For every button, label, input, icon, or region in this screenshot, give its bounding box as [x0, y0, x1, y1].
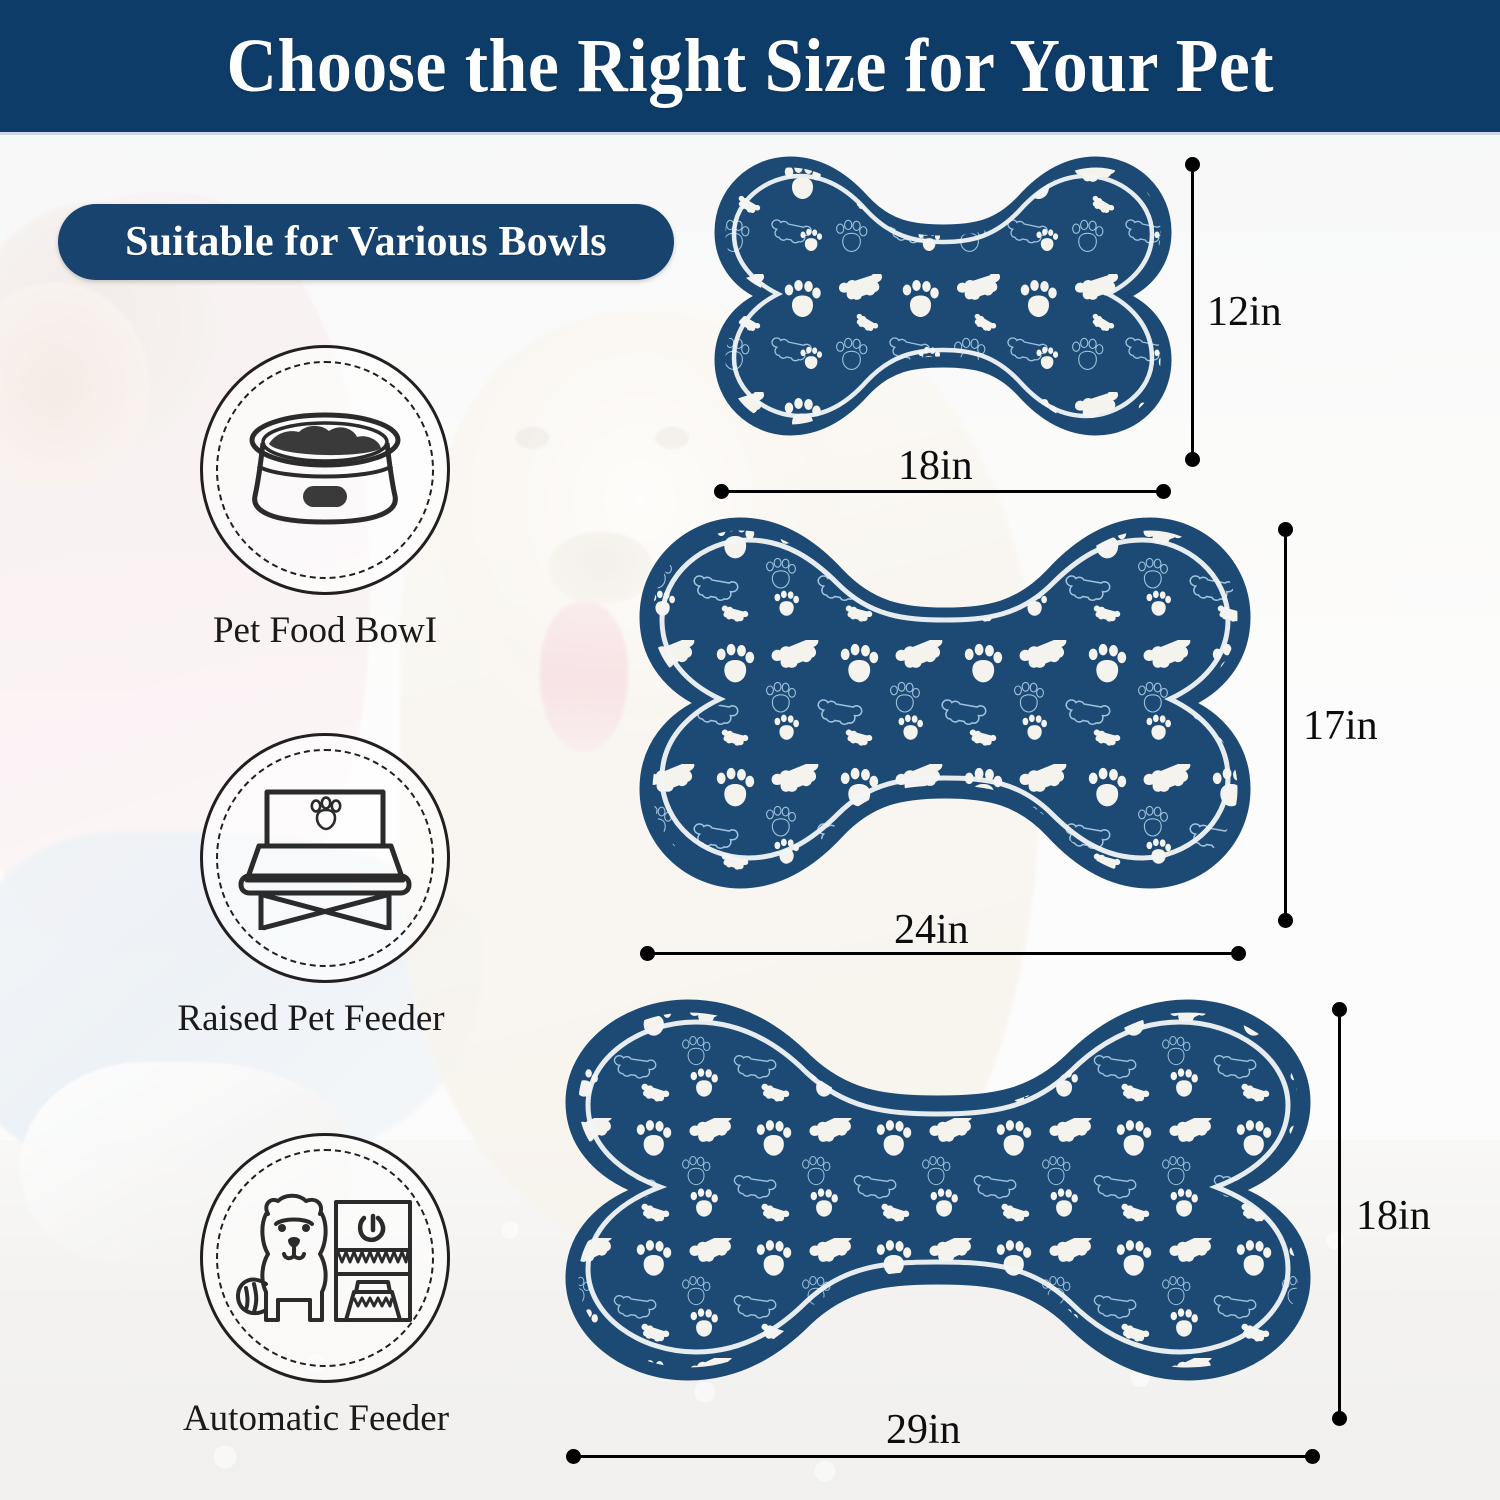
feature-label: Raised Pet Feeder	[177, 998, 445, 1039]
dim-dot	[1185, 452, 1200, 467]
pet-food-bowl-icon	[200, 345, 450, 595]
dim-dot	[1185, 157, 1200, 172]
medium-mat-height-label: 17in	[1303, 703, 1378, 749]
dim-dot	[714, 484, 729, 499]
feature-label: Automatic Feeder	[182, 1398, 450, 1439]
dim-dot	[566, 1449, 581, 1464]
small-mat-height-label: 12in	[1207, 289, 1282, 335]
banner-divider	[0, 132, 1500, 135]
large-mat-height-line	[1338, 1008, 1341, 1418]
medium-mat-height-line	[1284, 528, 1287, 920]
dim-dot	[1305, 1449, 1320, 1464]
large-mat-height-label: 18in	[1356, 1193, 1431, 1239]
feature-automatic-feeder: Automatic Feeder	[183, 1133, 450, 1440]
header-banner: Choose the Right Size for Your Pet	[0, 0, 1500, 132]
small-mat-width-label: 18in	[898, 443, 973, 489]
dim-dot	[640, 946, 655, 961]
large-mat-width-line	[572, 1455, 1312, 1458]
automatic-feeder-icon	[200, 1133, 450, 1383]
small-mat-height-line	[1191, 163, 1194, 459]
dim-dot	[1332, 1002, 1347, 1017]
feature-pet-food-bowl: Pet Food BowI	[200, 345, 450, 652]
dim-dot	[1278, 522, 1293, 537]
page-title: Choose the Right Size for Your Pet	[226, 24, 1274, 108]
dim-dot	[1332, 1411, 1347, 1426]
dim-dot	[1156, 484, 1171, 499]
large-mat	[560, 998, 1316, 1422]
small-mat	[712, 156, 1174, 468]
dim-dot	[1278, 913, 1293, 928]
feature-raised-pet-feeder: Raised Pet Feeder	[177, 733, 450, 1040]
medium-mat-width-label: 24in	[894, 907, 969, 953]
small-mat-width-line	[720, 490, 1163, 493]
badge-label: Suitable for Various Bowls	[125, 219, 607, 265]
large-mat-width-label: 29in	[886, 1407, 961, 1453]
medium-mat	[636, 516, 1254, 930]
medium-mat-width-line	[646, 952, 1238, 955]
raised-pet-feeder-icon	[200, 733, 450, 983]
dim-dot	[1231, 946, 1246, 961]
suitable-for-bowls-badge: Suitable for Various Bowls	[58, 204, 674, 280]
feature-label: Pet Food BowI	[212, 610, 438, 651]
